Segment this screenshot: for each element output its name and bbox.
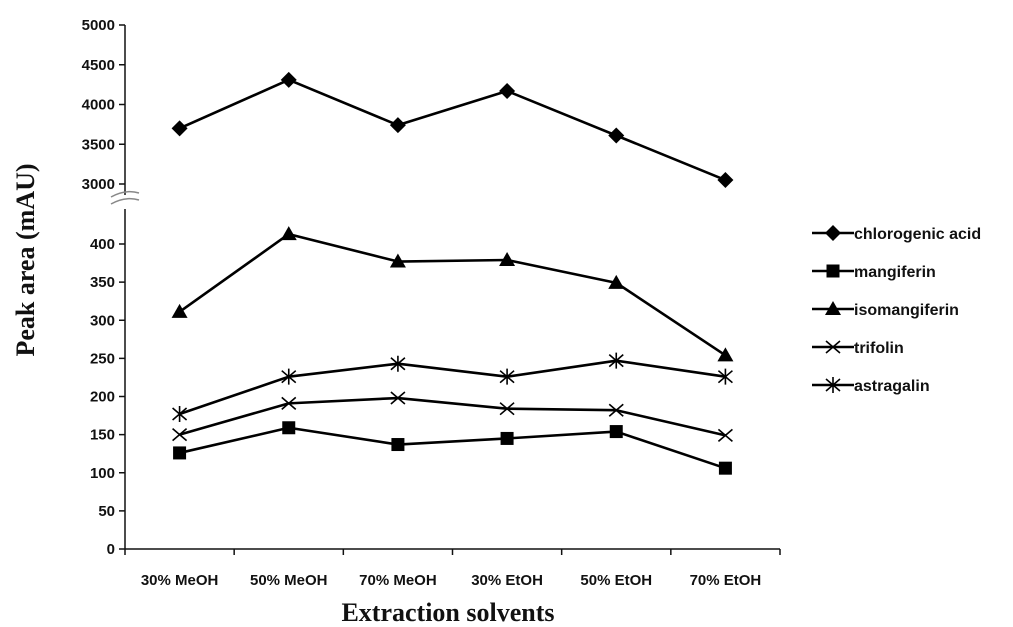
- data-point: [171, 120, 188, 137]
- data-point: [172, 406, 188, 423]
- x-tick-label: 50% MeOH: [250, 572, 328, 589]
- data-point: [499, 252, 516, 267]
- data-point: [282, 421, 296, 435]
- data-point: [499, 368, 515, 385]
- series-line: [179, 359, 726, 416]
- axis-break-mark: [110, 197, 140, 205]
- x-tick-label: 30% MeOH: [141, 572, 219, 589]
- y-tick-label: 3000: [82, 176, 115, 193]
- data-point: [608, 352, 624, 369]
- data-point: [390, 391, 406, 405]
- data-point: [281, 368, 297, 385]
- y-tick-label: 5000: [82, 17, 115, 34]
- data-point: [499, 402, 515, 416]
- legend-label: trifolin: [854, 340, 904, 357]
- series-line: [179, 426, 726, 470]
- legend-label: chlorogenic acid: [854, 226, 981, 243]
- y-tick-label: 250: [90, 350, 115, 367]
- y-axis-title: Peak area (mAU): [11, 163, 40, 356]
- y-tick-label: 3500: [82, 136, 115, 153]
- x-tick-label: 50% EtOH: [580, 572, 652, 589]
- legend-item: isomangiferin: [812, 301, 959, 319]
- data-point: [500, 431, 514, 445]
- y-tick-label: 150: [90, 427, 115, 444]
- legend-marker: [825, 301, 841, 315]
- y-tick-label: 0: [107, 541, 115, 558]
- legend-label: astragalin: [854, 378, 930, 395]
- legend-marker: [826, 264, 840, 278]
- y-tick-label: 100: [90, 465, 115, 482]
- data-point: [391, 438, 405, 452]
- data-point: [608, 403, 624, 417]
- series-line: [179, 396, 726, 437]
- data-point: [172, 428, 188, 442]
- data-point: [171, 303, 188, 318]
- legend-marker: [825, 377, 841, 393]
- data-point: [717, 347, 734, 362]
- x-tick-label: 30% EtOH: [471, 572, 543, 589]
- x-axis-title: Extraction solvents: [341, 598, 554, 627]
- y-tick-label: 350: [90, 274, 115, 291]
- axis-break-mark: [110, 190, 140, 198]
- data-point: [608, 274, 625, 289]
- legend-item: chlorogenic acid: [812, 225, 981, 243]
- data-point: [173, 446, 187, 460]
- data-point: [280, 226, 297, 241]
- legend-item: astragalin: [812, 377, 930, 395]
- data-point: [609, 425, 623, 439]
- legend-item: trifolin: [812, 340, 904, 357]
- axes: [110, 24, 781, 555]
- series-chlorogenic-acid: [171, 71, 734, 189]
- x-tick-label: 70% EtOH: [690, 572, 762, 589]
- legend-marker: [825, 225, 841, 241]
- series-group: [171, 71, 734, 475]
- y-tick-label: 50: [98, 503, 115, 520]
- legend-label: isomangiferin: [854, 302, 959, 319]
- legend-marker: [825, 340, 841, 354]
- data-point: [280, 71, 297, 88]
- series-astragalin: [172, 352, 733, 423]
- legend-item: mangiferin: [812, 264, 936, 281]
- data-point: [608, 127, 625, 144]
- series-trifolin: [172, 391, 733, 442]
- data-point: [281, 396, 297, 410]
- series-line: [179, 78, 726, 182]
- data-point: [390, 355, 406, 372]
- data-point: [718, 461, 732, 475]
- series-isomangiferin: [171, 226, 734, 362]
- y-tick-label: 400: [90, 236, 115, 253]
- y-tick-label: 200: [90, 389, 115, 406]
- tick-labels: 0 50 100 150 200 250 300 350 400 3000 3500 4000 4500…: [82, 17, 762, 589]
- data-point: [389, 253, 406, 268]
- series-mangiferin: [173, 421, 732, 475]
- y-tick-label: 4500: [82, 57, 115, 74]
- data-point: [389, 117, 406, 134]
- x-tick-label: 70% MeOH: [359, 572, 437, 589]
- data-point: [499, 82, 516, 99]
- data-point: [717, 428, 733, 442]
- y-tick-label: 4000: [82, 97, 115, 114]
- data-point: [717, 368, 733, 385]
- y-tick-label: 300: [90, 312, 115, 329]
- legend: chlorogenic acid mangiferin isomangiferin t…: [812, 225, 981, 395]
- legend-label: mangiferin: [854, 264, 936, 281]
- data-point: [717, 172, 734, 189]
- series-line: [178, 232, 727, 357]
